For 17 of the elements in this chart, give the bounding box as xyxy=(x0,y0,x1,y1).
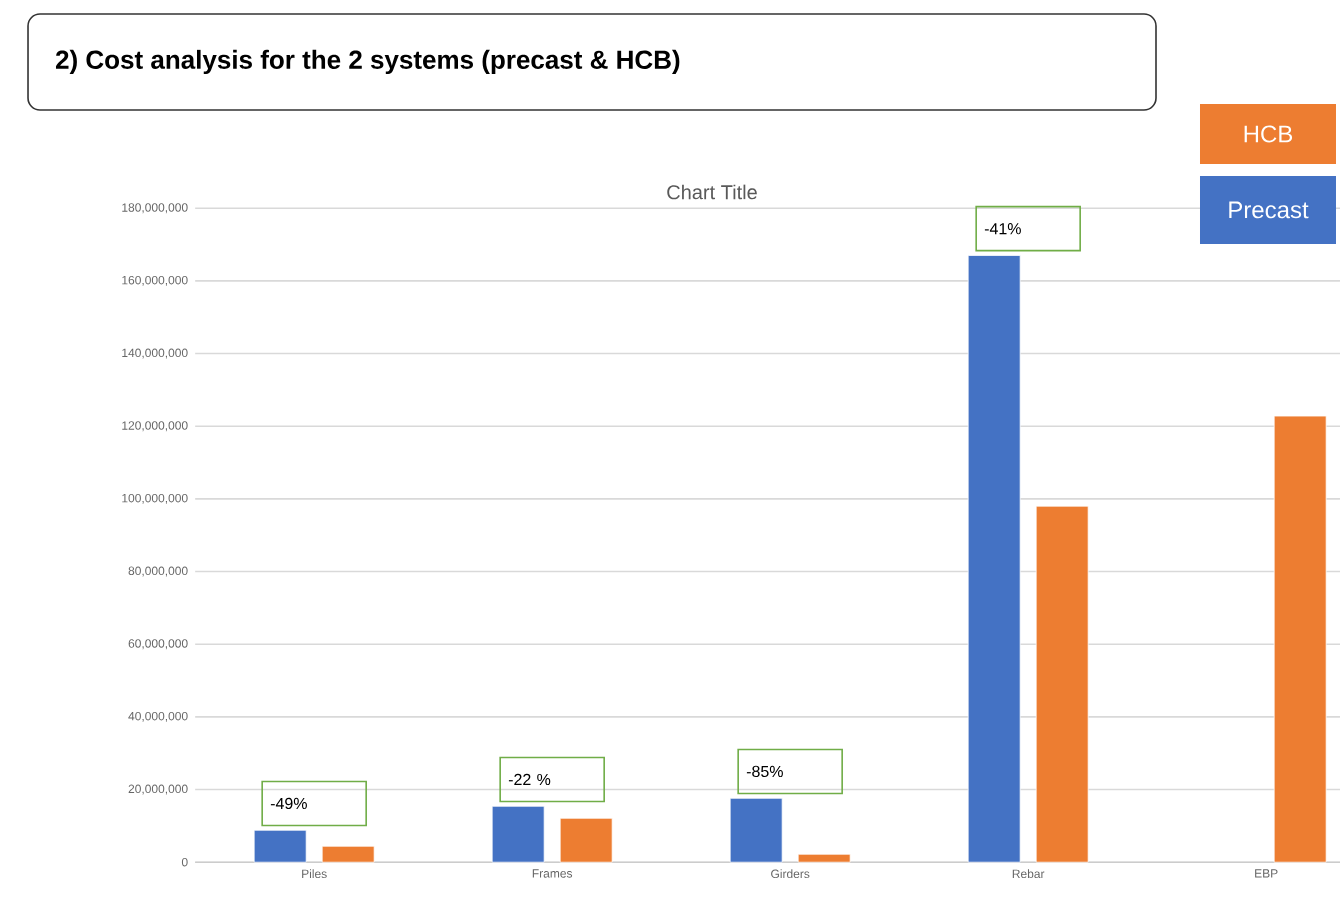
text: Precast xyxy=(1229,201,1309,219)
annotation: -41% xyxy=(984,223,1021,235)
annotation: -85% xyxy=(746,765,783,778)
bar xyxy=(491,805,545,863)
bar xyxy=(1273,415,1327,863)
annotation: -22 % xyxy=(508,773,551,786)
bar xyxy=(1035,505,1089,863)
text: HCB xyxy=(1244,125,1293,143)
bar xyxy=(729,797,783,863)
bar xyxy=(559,817,613,863)
chart-title: 2) Cost analysis for the 2 systems (precast & HCB) xyxy=(55,49,680,75)
bar xyxy=(967,255,1021,863)
bar xyxy=(321,845,375,863)
bar xyxy=(253,829,307,863)
bar xyxy=(797,853,851,863)
annotation: -49% xyxy=(270,797,307,810)
chart-subtitle: Chart Title xyxy=(667,184,757,200)
